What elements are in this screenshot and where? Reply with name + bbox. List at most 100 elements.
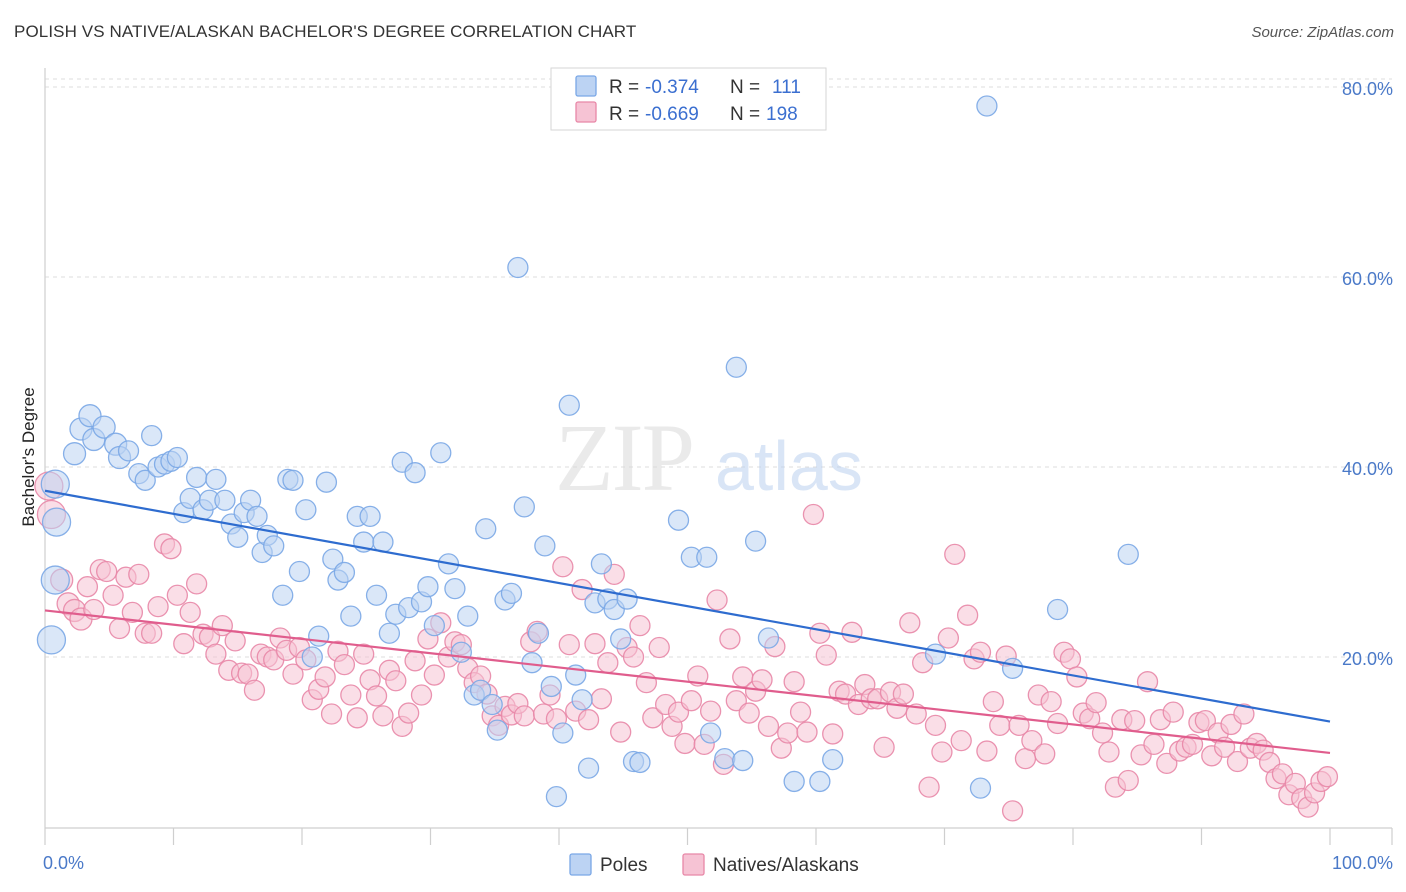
data-point <box>989 714 1011 737</box>
data-point <box>680 690 703 712</box>
data-point <box>340 605 362 627</box>
data-point <box>545 786 568 808</box>
data-point <box>616 588 638 610</box>
data-point <box>1194 710 1217 732</box>
data-point <box>976 95 998 117</box>
data-point <box>134 469 156 491</box>
data-point <box>552 722 574 744</box>
data-point <box>802 503 825 526</box>
data-point <box>1021 729 1043 752</box>
data-point <box>333 561 356 584</box>
trend-layer <box>44 489 1331 755</box>
data-point <box>1046 598 1069 621</box>
data-point <box>944 543 966 566</box>
trend-line <box>44 489 1331 723</box>
data-point <box>1136 671 1159 693</box>
data-point <box>372 705 394 727</box>
watermark: ZIP atlas <box>555 404 863 511</box>
data-point <box>719 628 741 650</box>
data-point <box>558 634 580 656</box>
data-point <box>527 622 550 644</box>
data-point <box>166 446 189 469</box>
watermark-zip: ZIP <box>555 404 693 511</box>
data-point <box>918 776 940 798</box>
data-point <box>931 741 953 763</box>
chart-source: Source: ZipAtlas.com <box>1251 24 1394 41</box>
data-point <box>1124 710 1146 732</box>
data-point <box>1001 657 1024 680</box>
data-point <box>1085 691 1107 714</box>
data-point <box>552 556 574 578</box>
data-point <box>534 535 556 557</box>
data-point <box>924 643 947 665</box>
watermark-atlas: atlas <box>715 427 863 505</box>
series-legend-label-poles: Poles <box>600 855 648 876</box>
data-point <box>92 415 116 439</box>
data-point <box>796 721 818 743</box>
data-point <box>486 719 508 741</box>
data-point <box>340 684 362 706</box>
data-point <box>1117 769 1139 792</box>
data-point <box>40 565 70 595</box>
stats-legend-box <box>550 67 827 131</box>
data-point <box>96 560 118 583</box>
data-point <box>246 505 268 528</box>
data-point <box>423 664 446 686</box>
trend-line <box>44 609 1331 755</box>
series-natives-alaskans <box>34 471 1339 822</box>
data-point <box>398 702 420 724</box>
data-point <box>783 671 805 693</box>
data-point <box>1008 714 1030 737</box>
data-point <box>577 709 600 731</box>
data-point <box>314 666 336 688</box>
data-point <box>590 688 613 710</box>
data-point <box>571 689 593 711</box>
data-point <box>404 650 426 672</box>
data-point <box>1226 750 1249 773</box>
data-point <box>841 621 863 643</box>
data-point <box>62 442 87 466</box>
data-point <box>108 617 131 640</box>
data-point <box>121 601 144 623</box>
data-point <box>282 469 304 491</box>
series-layer <box>34 95 1339 822</box>
data-point <box>117 440 140 462</box>
data-point <box>128 563 150 585</box>
data-point <box>295 499 317 521</box>
data-point <box>714 748 736 770</box>
data-point <box>205 643 227 665</box>
data-point <box>667 509 690 531</box>
data-point <box>173 633 195 655</box>
data-point <box>147 596 169 618</box>
data-point <box>214 489 236 511</box>
data-point <box>513 496 535 518</box>
data-point <box>751 669 773 691</box>
series-legend-swatch-poles <box>569 853 592 876</box>
data-point <box>699 700 722 722</box>
y-axis-label: Bachelor's Degree <box>19 387 38 526</box>
data-point <box>430 442 452 464</box>
y-tick-labels: 20.0% 40.0% 60.0% 80.0% <box>1342 79 1393 669</box>
data-point <box>365 584 388 606</box>
data-point <box>410 684 433 706</box>
data-point <box>622 646 645 668</box>
data-point <box>648 636 670 659</box>
data-point <box>1143 733 1165 756</box>
data-point <box>809 770 831 793</box>
data-point <box>699 722 722 744</box>
data-point <box>789 701 812 723</box>
data-point <box>822 748 844 771</box>
data-point <box>744 530 767 552</box>
data-point <box>1117 543 1139 566</box>
data-point <box>385 670 407 692</box>
data-point <box>288 560 311 583</box>
data-point <box>224 630 246 652</box>
data-point <box>404 462 426 484</box>
data-point <box>457 605 479 627</box>
data-point <box>783 770 805 793</box>
data-point <box>320 703 343 725</box>
x-tick-label: 100.0% <box>1332 853 1393 873</box>
data-point <box>757 627 780 649</box>
y-tick-label: 40.0% <box>1342 459 1393 479</box>
data-point <box>1034 743 1056 765</box>
